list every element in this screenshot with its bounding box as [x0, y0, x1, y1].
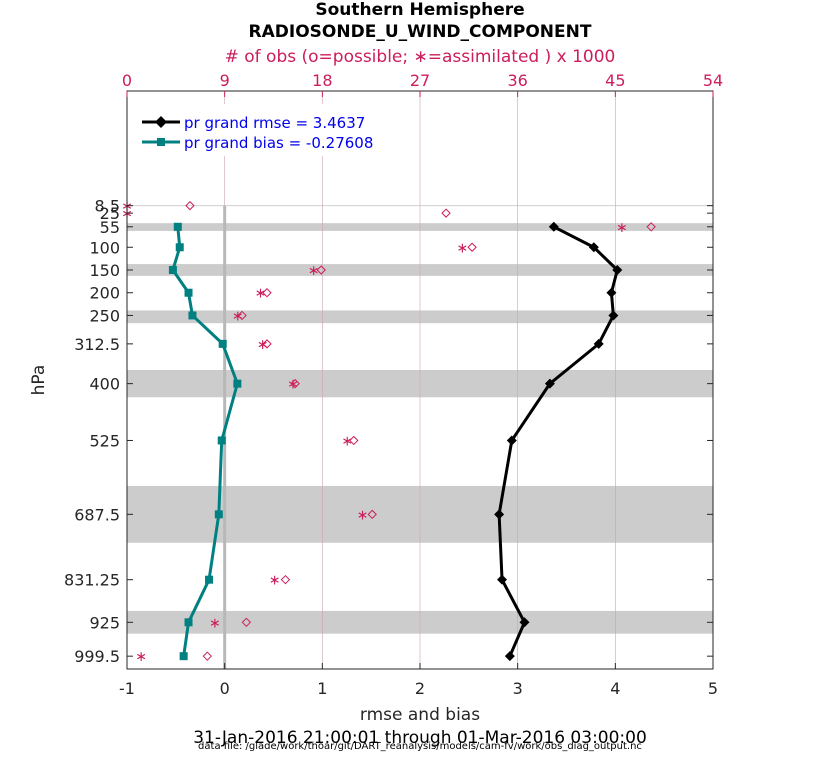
y-tick-label: 150: [89, 261, 120, 280]
top-tick-label: 9: [220, 71, 230, 90]
bias-point: [184, 288, 193, 297]
obs-possible-marker: [280, 574, 291, 585]
obs-possible-marker: [241, 617, 252, 628]
x-tick-label: 3: [513, 679, 523, 698]
rmse-point: [606, 287, 617, 298]
rmse-point: [548, 221, 559, 232]
y-tick-label: 25: [100, 204, 120, 223]
x-axis-label: rmse and bias: [360, 705, 480, 725]
obs-assimilated-marker: ∗: [269, 573, 281, 589]
rmse-point: [497, 574, 508, 585]
y-tick-label: 312.5: [74, 335, 120, 354]
bias-point: [233, 379, 242, 388]
obs-assimilated-marker: ∗: [308, 263, 320, 279]
bias-point: [205, 575, 214, 584]
y-tick-label: 999.5: [74, 647, 120, 666]
top-tick-label: 18: [312, 71, 332, 90]
x-tick-label: -1: [119, 679, 135, 698]
y-tick-label: 100: [89, 238, 120, 257]
y-tick-label: 250: [89, 306, 120, 325]
rmse-point: [608, 310, 619, 321]
bias-point: [168, 265, 177, 274]
obs-assimilated-marker: ∗: [209, 615, 221, 631]
obs-assimilated-marker: ∗: [135, 649, 147, 665]
rmse-point: [588, 242, 599, 253]
obs-possible-marker: [367, 509, 377, 520]
chart-subtitle: RADIOSONDE_U_WIND_COMPONENT: [249, 22, 592, 42]
bias-point: [218, 339, 227, 348]
rmse-point: [544, 378, 555, 389]
bias-point: [214, 510, 223, 519]
legend: pr grand rmse = 3.4637 pr grand bias = -…: [136, 104, 406, 156]
obs-assimilated-marker: ∗: [287, 377, 299, 393]
top-tick-label: 36: [507, 71, 527, 90]
obs-possible-marker: [262, 288, 272, 298]
obs-possible-marker: [349, 435, 359, 446]
obs-possible-marker: [646, 222, 656, 232]
legend-rmse-marker: [155, 116, 167, 128]
top-tick-label: 0: [122, 71, 132, 90]
rmse-point: [504, 651, 515, 662]
x-tick-label: 0: [220, 679, 230, 698]
x-tick-label: 4: [610, 679, 620, 698]
y-tick-label: 8.5: [95, 197, 120, 216]
legend-bias-label: pr grand bias = -0.27608: [184, 134, 373, 152]
rmse-point: [506, 435, 517, 446]
y-tick-label: 200: [89, 284, 120, 303]
series-group: [168, 221, 623, 662]
x-tick-label: 5: [708, 679, 718, 698]
bias-point: [217, 436, 226, 445]
data-file-path: data file: /glade/work/thoar/git/DART_re…: [198, 741, 642, 752]
top-tick-label: 45: [605, 71, 625, 90]
legend-rmse-label: pr grand rmse = 3.4637: [184, 114, 365, 132]
y-tick-label: 831.25: [64, 571, 120, 590]
bias-line: [171, 226, 239, 657]
obs-possible-marker: [290, 378, 300, 389]
y-axis-label: hPa: [29, 365, 49, 396]
obs-assimilated-marker: ∗: [616, 220, 628, 236]
obs-assimilated-marker: ∗: [357, 507, 369, 523]
bias-point: [173, 222, 182, 231]
bias-point: [179, 652, 188, 661]
date-range: 31-Jan-2016 21:00:01 through 01-Mar-2016…: [193, 728, 647, 748]
y-tick-label: 55: [100, 218, 120, 237]
obs-assimilated-marker: ∗: [232, 308, 244, 324]
obs-assimilated-marker: ∗: [255, 286, 267, 302]
top-tick-label: 54: [703, 71, 723, 90]
obs-assimilated-marker: ∗: [257, 337, 269, 353]
legend-box: [136, 104, 406, 156]
obs-possible-marker: [316, 265, 326, 275]
obs-possible-marker: [467, 242, 477, 252]
obs-possible-marker: [262, 339, 272, 349]
obs-assimilated-marker: ∗: [456, 240, 468, 256]
y-tick-label: 400: [89, 375, 120, 394]
y-tick-label: 925: [89, 613, 120, 632]
top-tick-label: 27: [410, 71, 430, 90]
top-axis-label: # of obs (o=possible; ∗=assimilated ) x …: [225, 47, 616, 67]
bias-point: [184, 618, 193, 627]
bias-point: [175, 243, 184, 252]
obs-possible-marker: [441, 208, 451, 218]
obs-possible-marker: [237, 310, 247, 321]
y-tick-label: 525: [89, 431, 120, 450]
x-tick-label: 2: [415, 679, 425, 698]
chart-title: Southern Hemisphere: [315, 0, 524, 20]
rmse-line: [497, 225, 619, 657]
y-tick-label: 687.5: [74, 505, 120, 524]
legend-bias-marker: [157, 138, 165, 146]
rmse-point: [612, 264, 623, 275]
obs-assimilated-marker: ∗: [341, 433, 353, 449]
x-tick-label: 1: [317, 679, 327, 698]
rmse-point: [519, 617, 530, 628]
rmse-point: [494, 509, 505, 520]
obs-possible-marker: [202, 651, 213, 661]
rmse-point: [593, 338, 604, 349]
axis-ticks: -1 0 1 2 3 4 50 9 18 27 36 45 548.525551001502002503…: [64, 71, 723, 698]
obs-possible-marker: [185, 200, 195, 211]
bias-point: [188, 311, 197, 320]
